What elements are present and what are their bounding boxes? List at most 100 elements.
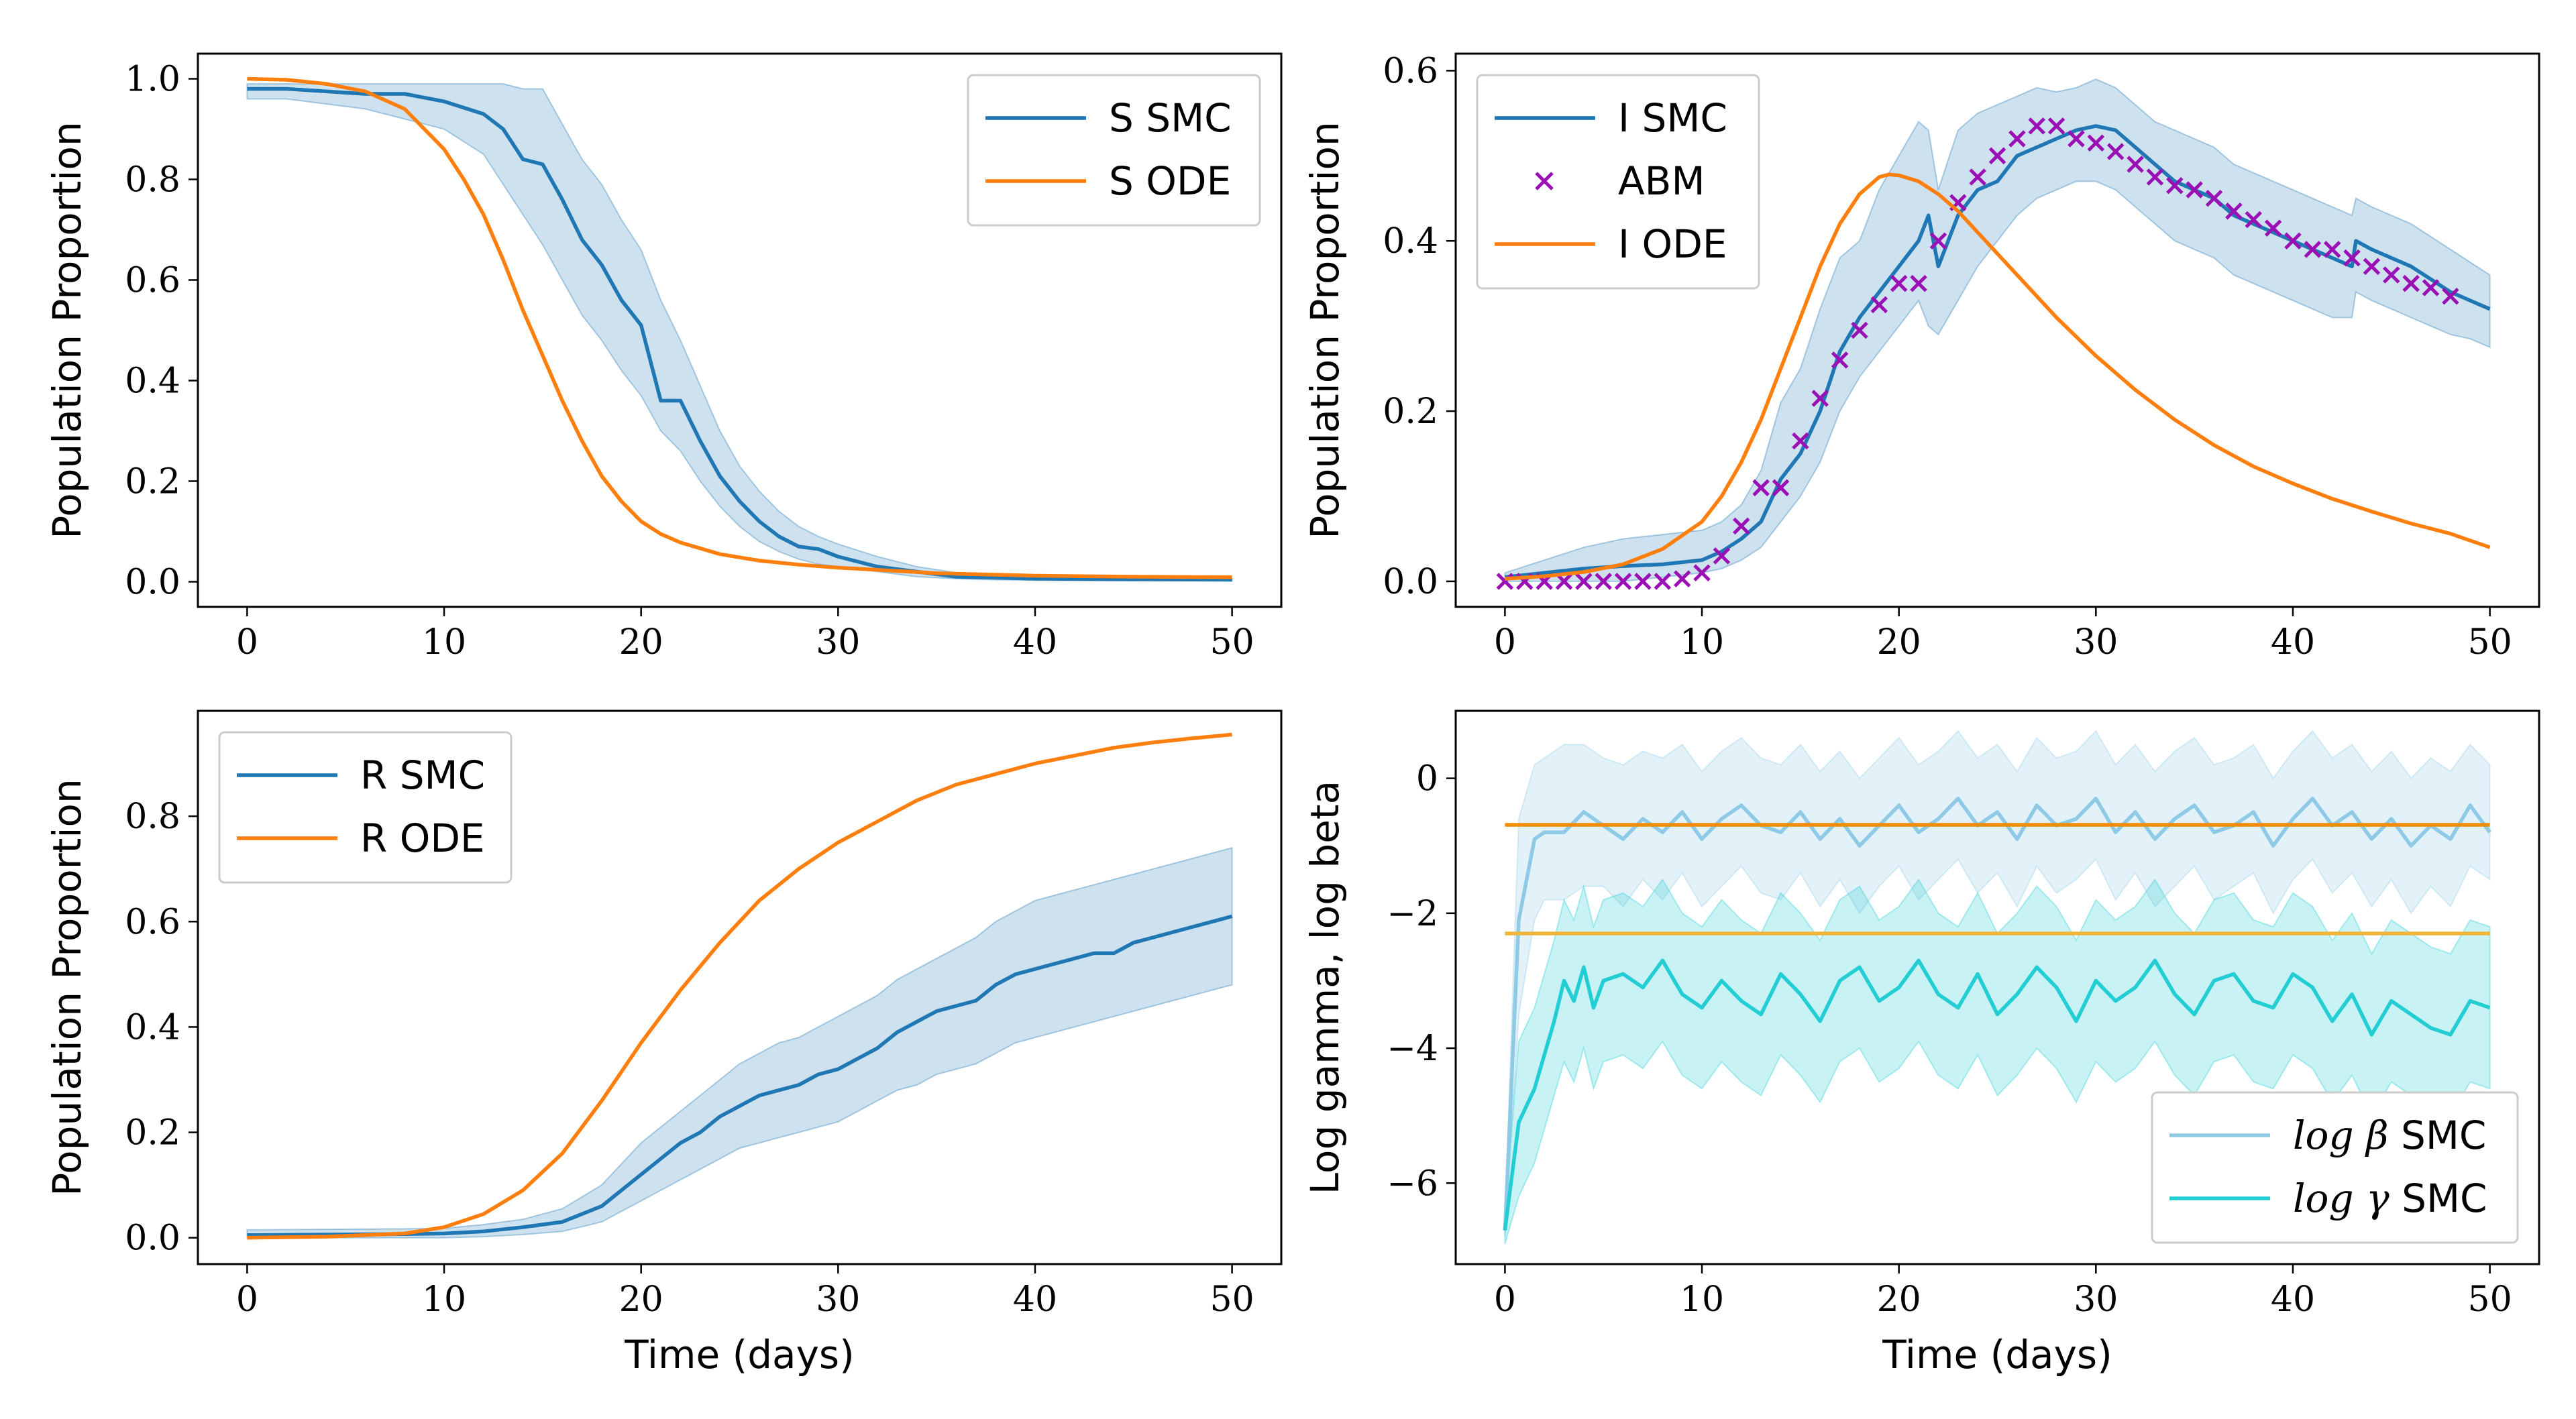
band-i-smc xyxy=(1504,78,2491,582)
x-tick-label: 40 xyxy=(1013,1280,1057,1320)
point-abm xyxy=(1614,573,1632,590)
point-abm xyxy=(1693,564,1711,581)
band-log-γ-smc xyxy=(1504,878,2491,1245)
legend-suffix: SMC xyxy=(2389,1113,2487,1158)
point-abm xyxy=(2383,266,2400,284)
point-abm xyxy=(2284,232,2302,249)
y-axis-label: Log gamma, log beta xyxy=(1302,781,1348,1194)
panel-recovered: 0 10 20 30 40 50 0.0 0.2 0.4 0.6 0.8 Time (days) Pop… xyxy=(44,710,1283,1377)
y-tick-label: 0.2 xyxy=(125,1113,180,1153)
point-abm xyxy=(2304,241,2322,258)
point-abm xyxy=(2422,279,2440,296)
point-abm xyxy=(1654,573,1672,590)
x-tick-label: 10 xyxy=(1680,1280,1724,1320)
x-tick-label: 10 xyxy=(1680,622,1724,663)
legend-label: log β SMC xyxy=(2293,1113,2486,1158)
plot-area xyxy=(1496,78,2491,590)
x-tick-label: 20 xyxy=(619,1280,663,1320)
line-r-smc xyxy=(247,914,1233,1237)
legend-frame xyxy=(218,731,513,884)
x-tick-label: 30 xyxy=(816,622,860,663)
point-abm xyxy=(1910,274,1927,292)
legend-frame xyxy=(1476,74,1760,290)
line-r-ode xyxy=(247,732,1232,1240)
legend-label: R SMC xyxy=(360,752,485,798)
legend-suffix: SMC xyxy=(2390,1176,2487,1221)
x-tick-label: 0 xyxy=(1494,1280,1516,1320)
point-abm xyxy=(2166,176,2184,194)
line-log-γ-smc xyxy=(1503,958,2491,1231)
x-tick-label: 30 xyxy=(816,1280,860,1320)
x-tick-label: 20 xyxy=(1877,622,1921,663)
point-abm xyxy=(2087,134,2105,152)
legend-label: log γ SMC xyxy=(2293,1176,2487,1221)
y-tick-label: 0.4 xyxy=(125,361,180,402)
legend-label: S SMC xyxy=(1109,95,1232,141)
point-abm xyxy=(2047,117,2065,135)
y-tick-label: 0.8 xyxy=(125,797,180,837)
point-abm xyxy=(2106,143,2125,160)
x-tick-label: 0 xyxy=(236,622,258,663)
legend-label: I ODE xyxy=(1618,221,1727,267)
y-axis-label: Population Proportion xyxy=(1302,121,1348,538)
y-axis-label: Population Proportion xyxy=(44,121,90,538)
legend-math: log β xyxy=(2293,1113,2389,1158)
point-abm xyxy=(2146,168,2164,186)
point-abm xyxy=(1831,351,1849,369)
point-abm xyxy=(2442,287,2459,305)
x-axis-label: Time (days) xyxy=(1882,1332,2112,1377)
y-tick-label: 0.4 xyxy=(125,1007,180,1047)
legend-label: S ODE xyxy=(1109,158,1231,204)
y-tick-label: 0.2 xyxy=(1383,392,1438,432)
point-abm xyxy=(1713,547,1731,565)
x-tick-label: 20 xyxy=(1877,1280,1921,1320)
point-abm xyxy=(2008,130,2026,148)
legend: S SMC S ODE xyxy=(967,74,1261,227)
legend-frame xyxy=(967,74,1261,227)
x-tick-label: 50 xyxy=(2468,622,2512,663)
plot-area xyxy=(246,76,1233,582)
point-abm xyxy=(1733,517,1750,535)
x-axis-label: Time (days) xyxy=(624,1332,855,1377)
y-tick-label: 0.2 xyxy=(125,462,180,502)
line-i-ode xyxy=(1505,172,2491,581)
point-abm xyxy=(1772,479,1790,497)
y-tick-label: 0.6 xyxy=(125,902,180,942)
y-tick-label: 0.6 xyxy=(125,261,180,301)
y-tick-label: 0.0 xyxy=(1383,562,1438,602)
line-i-smc xyxy=(1505,124,2491,579)
point-abm xyxy=(1496,573,1514,590)
legend-label: I SMC xyxy=(1618,95,1727,141)
point-abm xyxy=(1890,274,1908,292)
axes-frame xyxy=(1454,52,2540,608)
point-abm xyxy=(2028,117,2045,135)
point-abm xyxy=(2363,258,2381,276)
point-abm xyxy=(1634,573,1652,590)
y-tick-label: 0.4 xyxy=(1383,221,1438,262)
legend-marker-abm xyxy=(1535,172,1554,190)
point-abm xyxy=(2205,190,2223,207)
point-abm xyxy=(2402,274,2420,292)
x-tick-label: 10 xyxy=(422,1280,466,1320)
point-abm xyxy=(1595,573,1612,590)
point-abm xyxy=(2225,203,2243,220)
legend: R SMC R ODE xyxy=(218,731,513,884)
y-tick-label: 0.0 xyxy=(125,1218,180,1259)
x-tick-label: 50 xyxy=(1210,1280,1254,1320)
point-abm xyxy=(2127,156,2144,173)
plot-area xyxy=(1503,730,2491,1245)
band-log-β-smc xyxy=(1504,730,2491,1237)
point-abm xyxy=(2245,211,2262,229)
x-tick-label: 30 xyxy=(2074,622,2118,663)
point-abm xyxy=(2186,181,2203,198)
point-abm xyxy=(2343,249,2361,267)
point-abm xyxy=(1969,168,1986,186)
y-tick-label: 0 xyxy=(1416,759,1438,799)
y-tick-label: 0.8 xyxy=(125,160,180,201)
legend-math: log γ xyxy=(2293,1176,2390,1221)
axes-frame xyxy=(1454,710,2540,1265)
point-abm xyxy=(2323,241,2341,258)
point-abm xyxy=(1792,432,1809,450)
